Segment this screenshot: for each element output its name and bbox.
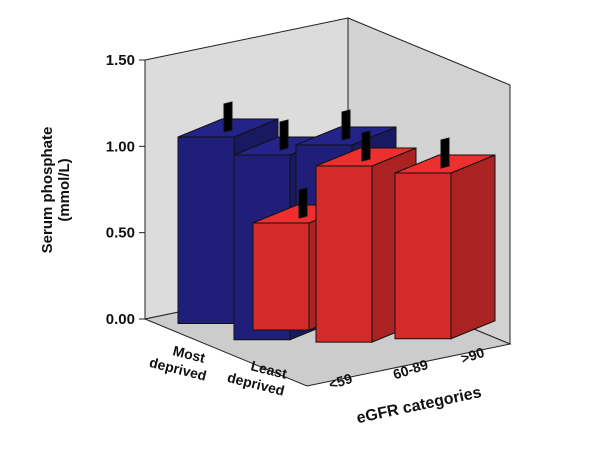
egfr-label-lt59: <59 [327,370,355,393]
egfr-label-gt90: >90 [459,344,487,367]
y-axis-label-line1: Serum phosphate [39,127,56,254]
bar-least-deprived-2 [394,137,496,340]
category-label-most-line1: Most [171,342,207,366]
y-tick-label: 0.00 [106,311,135,328]
error-bar [341,109,351,141]
bar-front [394,172,452,340]
error-bar [440,137,450,169]
y-tick-label: 1.50 [106,52,135,69]
category-label-most-deprived: Most deprived [148,342,208,383]
x-axis-label: eGFR categories [355,384,483,427]
y-axis-ticks: 0.00 0.50 1.00 1.50 [106,52,145,328]
y-tick-label: 1.00 [106,138,135,155]
error-bar [223,101,233,133]
bars [177,101,496,343]
y-axis-label: Serum phosphate (mmol/L) [39,127,73,254]
bar-front [252,222,310,331]
error-bar [361,130,371,162]
bar-front [315,165,373,343]
bar-side [450,154,496,340]
error-bar [279,119,289,151]
bar-front [177,136,235,324]
error-bar [298,187,308,219]
y-axis-label-line2: (mmol/L) [56,158,73,221]
y-tick-label: 0.50 [106,225,135,242]
